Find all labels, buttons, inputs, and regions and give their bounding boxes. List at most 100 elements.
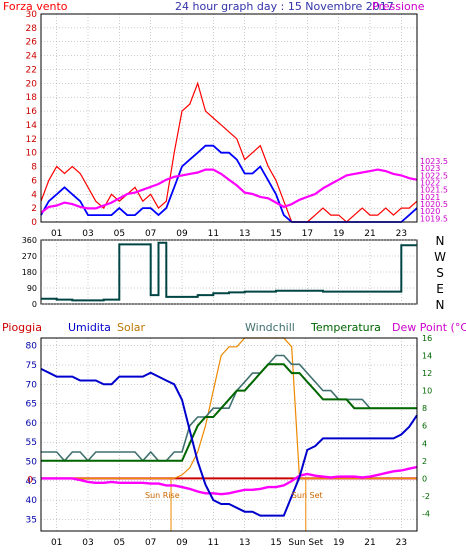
temperature-tick-label: 8 [422,404,427,413]
temperature-tick-label: 4 [422,439,427,448]
wind-tick-label: 14 [26,121,38,131]
chart-title: 24 hour graph day : 15 Novembre 2017 [175,0,394,13]
pressure-tick-label: 1022.5 [420,171,448,180]
pressure-tick-label: 1022 [420,179,440,188]
x-tick-label: 21 [364,538,375,548]
pressure-tick-label: 1019.5 [420,214,448,223]
wind-tick-label: 20 [26,79,38,89]
pressure-tick-label: 1023 [420,164,440,173]
temperature-tick-label: -2 [422,492,430,501]
direction-tick-label: 180 [22,268,37,277]
x-tick-label: 01 [51,229,62,239]
humidity-tick-label: 50 [26,458,38,468]
x-tick-label: 23 [396,538,407,548]
pressure-axis-label: Pressione [372,0,425,13]
temperature-tick-label: 0 [422,474,427,483]
pressure-tick-label: 1020 [420,207,440,216]
direction-tick-label: 270 [22,252,37,261]
direction-tick-label: 360 [22,236,37,245]
wind-tick-label: 2 [31,204,37,214]
pressure-line [40,168,418,214]
solar-line [41,337,417,479]
x-tick-label: 23 [396,229,407,239]
temperature-chart-ticks: 01 03 05 07 09 11 13 15 Sun Set 19 21 2335404550556… [26,334,433,548]
temperature-tick-label: 10 [422,387,432,396]
x-tick-label: 07 [145,538,156,548]
pressure-tick-label: 1021 [420,193,440,202]
pressure-tick-label: 1021.5 [420,186,448,195]
x-tick-label: 05 [114,538,125,548]
wind-tick-label: 0 [31,218,37,228]
x-tick-label: 01 [51,538,62,548]
sun-rise-label: Sun Rise [145,491,180,500]
legend-rain: Pioggia [2,321,42,334]
humidity-tick-label: 40 [26,496,38,506]
x-tick-label: 21 [364,229,375,239]
wind-direction-chart: 0 N 90 E 180 S 270 W 360 N [22,234,446,312]
x-tick-label: 15 [270,538,281,548]
windchill-line [41,354,417,463]
x-tick-label: 11 [208,538,219,548]
humidity-tick-label: 70 [26,380,38,390]
legend-temperature: Temperatura [310,321,381,334]
wind-axis-label: Forza vento [3,0,68,13]
temperature-tick-label: 2 [422,457,427,466]
compass-label: N [436,298,445,312]
temperature-humidity-chart: Pioggia Umidita Solar Windchill Temperat… [2,321,466,548]
humidity-line [40,368,418,517]
legend-windchill: Windchill [245,321,295,334]
x-tick-label: 07 [145,229,156,239]
wind-direction-line [41,241,417,302]
x-tick-label: 15 [270,229,281,239]
pressure-tick-label: 1023.5 [420,157,448,166]
wind-gust-line [40,81,418,223]
humidity-tick-label: 75 [26,361,37,371]
legend-humidity: Umidita [68,321,111,334]
wind-tick-label: 10 [26,149,38,159]
temperature-tick-label: -4 [422,509,430,518]
wind-tick-label: 26 [26,38,38,48]
wind-tick-label: 22 [26,65,37,75]
humidity-tick-label: 60 [26,419,38,429]
x-tick-label: 19 [333,538,345,548]
humidity-tick-label: 35 [26,515,37,525]
humidity-tick-label: 65 [26,400,37,410]
x-tick-label: 11 [208,229,219,239]
wind-pressure-chart: Forza vento 24 hour graph day : 15 Novem… [3,0,448,239]
wind-tick-label: 18 [26,93,38,103]
x-tick-label: Sun Set [288,538,323,548]
wind-tick-label: 30 [26,10,38,20]
x-tick-label: 05 [114,229,125,239]
temperature-line [41,363,417,462]
humidity-tick-label: 55 [26,438,37,448]
temperature-chart-series [40,337,418,531]
compass-label: W [434,250,446,264]
dewpoint-line [41,465,418,496]
sun-set-label: Sun Set [292,491,323,500]
x-tick-label: 09 [176,538,188,548]
compass-label: S [436,266,444,280]
x-tick-label: 13 [239,538,250,548]
wind-tick-label: 8 [31,163,37,173]
wind-tick-label: 12 [26,135,37,145]
direction-chart-ticks: 0 N 90 E 180 S 270 W 360 N [22,234,446,312]
temperature-tick-label: 14 [422,352,432,361]
humidity-tick-label: 45 [26,477,37,487]
x-tick-label: 09 [176,229,188,239]
x-tick-label: 03 [82,538,93,548]
compass-label: N [436,234,445,248]
legend-dewpoint: Dew Point (°C) [392,321,466,334]
x-tick-label: 19 [333,229,345,239]
x-tick-label: 03 [82,229,93,239]
wind-tick-label: 4 [31,190,37,200]
compass-label: E [436,282,444,296]
wind-tick-label: 16 [26,107,38,117]
temperature-tick-label: 6 [422,422,427,431]
temperature-tick-label: 12 [422,369,432,378]
wind-tick-label: 6 [31,176,37,186]
direction-tick-label: 0 [32,300,37,309]
direction-chart-series [41,241,417,302]
wind-chart-frame [40,13,418,223]
